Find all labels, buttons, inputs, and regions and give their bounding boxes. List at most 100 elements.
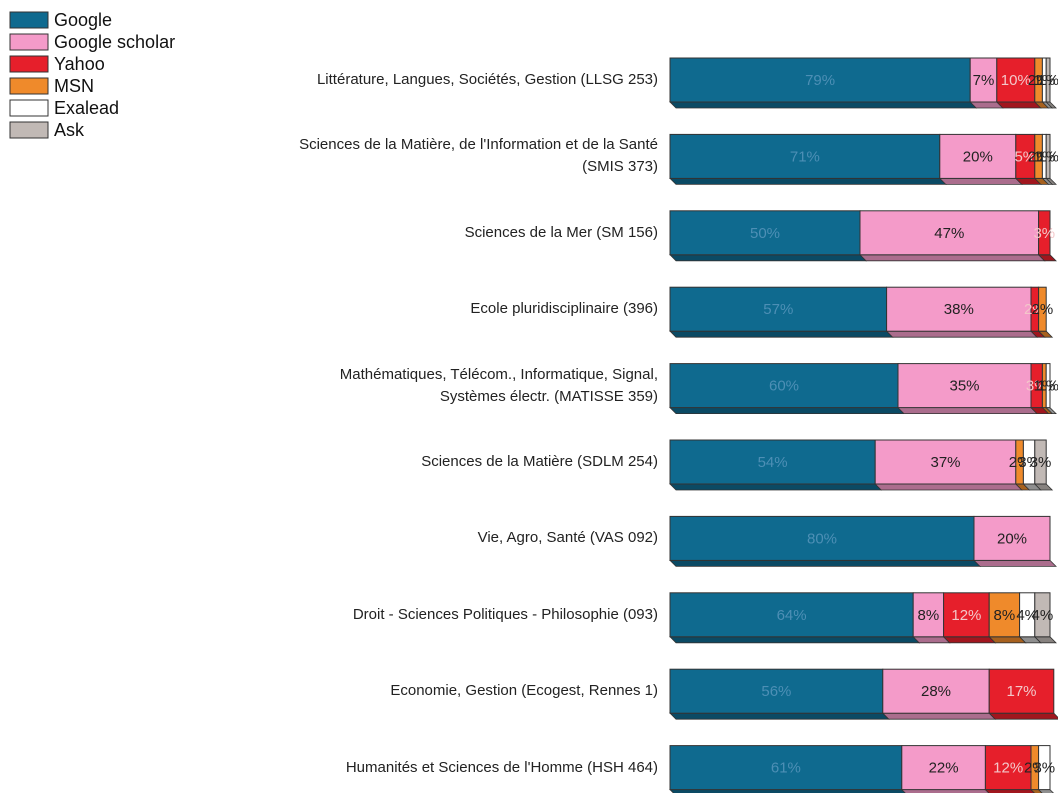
bar-depth <box>938 177 1023 185</box>
bar-depth <box>859 254 1046 262</box>
category-label: Sciences de la Matière, de l'Information… <box>299 136 658 176</box>
data-label: 60% <box>769 378 799 395</box>
data-label: 61% <box>771 760 801 777</box>
bar-segment <box>669 210 861 256</box>
legend-label: Google <box>54 10 112 30</box>
data-label: 22% <box>929 760 959 777</box>
data-label: 28% <box>921 683 951 700</box>
category-label: Ecole pluridisciplinaire (396) <box>470 300 658 318</box>
bar-segment <box>996 57 1036 103</box>
data-label: 10% <box>1001 72 1031 89</box>
legend-swatch <box>9 55 49 73</box>
bar-segment <box>886 286 1032 332</box>
bar-segment <box>943 592 990 638</box>
bar-depth <box>942 636 997 644</box>
data-label: 3% <box>1033 225 1055 242</box>
bar-segment <box>901 745 986 791</box>
legend-swatch <box>9 33 49 51</box>
data-label: 1% <box>1037 148 1058 165</box>
category-label: Littérature, Langues, Sociétés, Gestion … <box>316 71 658 88</box>
legend-label: Google scholar <box>54 32 175 52</box>
bar-segment <box>1038 745 1051 791</box>
bar-depth <box>669 636 921 644</box>
bar-segment <box>1045 133 1051 179</box>
data-label: 8% <box>994 607 1016 624</box>
data-label: 79% <box>805 72 835 89</box>
legend-label: MSN <box>54 76 94 96</box>
bar-depth <box>669 330 894 338</box>
legend-swatch <box>9 99 49 117</box>
data-label: 7% <box>973 72 995 89</box>
bar-segment <box>669 439 876 485</box>
bar-depth <box>669 101 978 109</box>
data-label: 20% <box>997 530 1027 547</box>
data-label: 4% <box>1016 607 1038 624</box>
legend-swatch <box>9 121 49 139</box>
bar-segment <box>1034 592 1051 638</box>
bar-depth <box>984 789 1035 793</box>
bar-depth <box>900 789 990 793</box>
legend-swatch <box>9 11 49 29</box>
bar-depth <box>669 789 906 793</box>
bar-depth <box>669 483 883 491</box>
bar-segment <box>669 363 899 409</box>
data-label: 8% <box>918 607 940 624</box>
data-label: 2% <box>1032 301 1054 318</box>
legend-label: Yahoo <box>54 54 105 74</box>
bar-segment <box>984 745 1032 791</box>
legend-label: Exalead <box>54 98 119 118</box>
bar-depth <box>973 560 1057 567</box>
bar-segment <box>669 592 914 638</box>
data-label: 35% <box>949 378 979 395</box>
bar-segment <box>882 668 990 714</box>
bar-segment <box>1045 363 1051 409</box>
data-label: 56% <box>761 683 791 700</box>
category-label: Vie, Agro, Santé (VAS 092) <box>477 529 658 547</box>
data-label: 1% <box>1037 72 1058 89</box>
bar-depth <box>669 712 890 720</box>
data-label: 37% <box>930 454 960 471</box>
bar-segment <box>1045 57 1051 103</box>
bar-segment <box>897 363 1032 409</box>
bar-depth <box>874 483 1023 491</box>
data-label: 4% <box>1032 607 1054 624</box>
bar-depth <box>669 254 867 262</box>
bar-segment <box>874 439 1017 485</box>
bar-segment <box>912 592 945 638</box>
bar-segment <box>669 286 888 332</box>
category-label: Sciences de la Matière (SDLM 254) <box>421 453 658 470</box>
bar-depth <box>881 712 997 720</box>
bar-segment <box>669 745 903 791</box>
bar-segment <box>669 57 971 103</box>
bar-depth <box>897 407 1038 415</box>
category-label: Humanités et Sciences de l'Homme (HSH 46… <box>345 758 658 776</box>
bar-segment <box>1038 286 1047 332</box>
data-label: 57% <box>763 301 793 318</box>
category-label: Droit - Sciences Politiques - Philosophi… <box>352 605 658 623</box>
bar-depth <box>995 101 1042 109</box>
data-label: 71% <box>790 148 820 165</box>
data-label: 47% <box>934 225 964 242</box>
bar-segment <box>939 133 1017 179</box>
legend-swatch <box>9 77 49 95</box>
category-label: Mathématiques, Télécom., Informatique, S… <box>339 365 658 405</box>
data-label: 50% <box>750 225 780 242</box>
bar-segment <box>973 515 1051 561</box>
data-label: 3% <box>1033 760 1055 777</box>
data-label: 5% <box>1014 148 1036 165</box>
bar-depth <box>669 407 905 415</box>
bar-depth <box>885 330 1038 338</box>
bar-segment <box>669 133 941 179</box>
bar-segment <box>1034 439 1047 485</box>
data-label: 80% <box>807 530 837 547</box>
data-label: 12% <box>951 607 981 624</box>
data-label: 38% <box>944 301 974 318</box>
category-label: Sciences de la Mer (SM 156) <box>464 223 658 241</box>
bar-depth <box>669 560 981 567</box>
data-label: 17% <box>1006 683 1036 700</box>
bar-segment <box>988 668 1055 714</box>
data-label: 64% <box>777 607 807 624</box>
category-label: Economie, Gestion (Ecogest, Rennes 1) <box>390 682 658 700</box>
bar-segment <box>1038 210 1051 256</box>
